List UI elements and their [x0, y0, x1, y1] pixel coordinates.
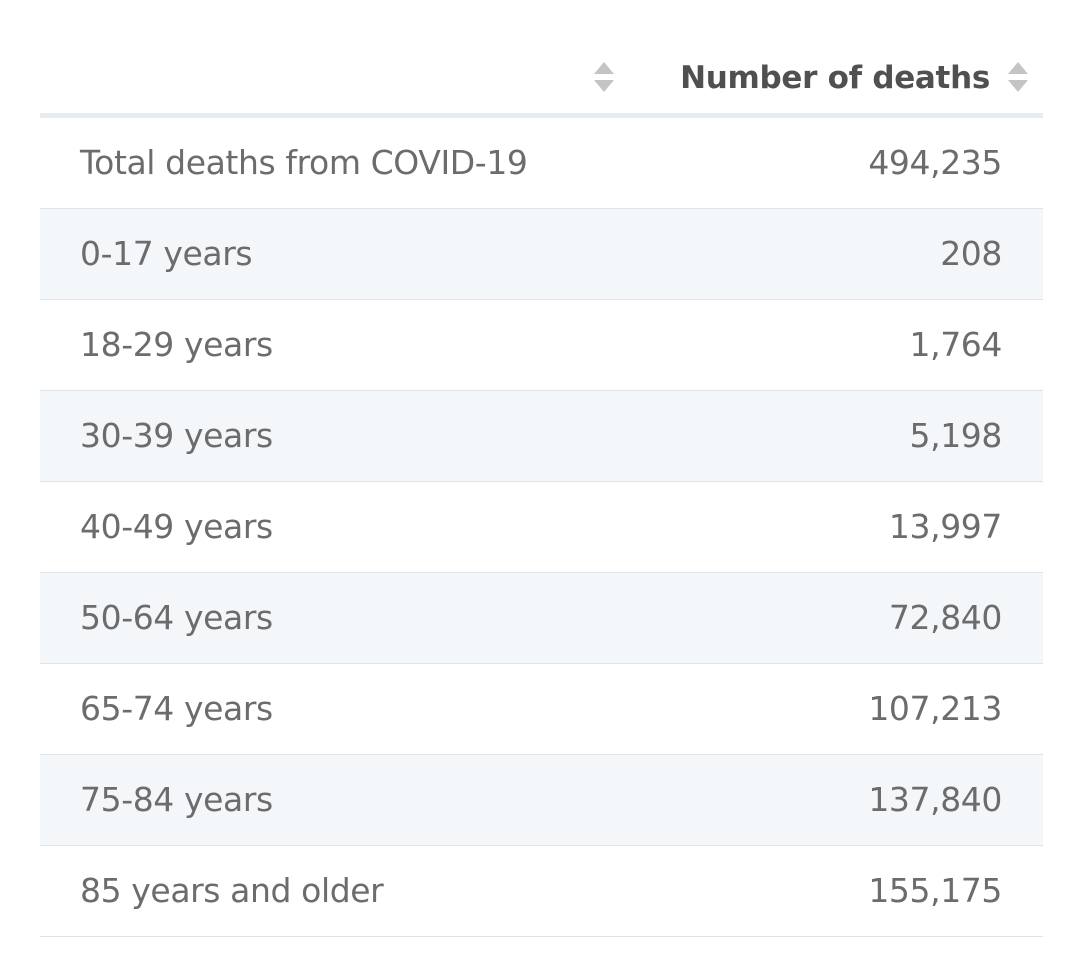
row-value: 1,764: [909, 325, 1003, 364]
table-row: 65-74 years 107,213: [40, 664, 1043, 755]
deaths-table: Number of deaths Total deaths from COVID…: [40, 40, 1043, 937]
table-row: 18-29 years 1,764: [40, 300, 1043, 391]
row-label: 18-29 years: [80, 325, 273, 364]
row-value: 107,213: [868, 689, 1002, 728]
row-value: 13,997: [888, 507, 1002, 546]
row-label: 50-64 years: [80, 598, 273, 637]
table-row: 0-17 years 208: [40, 209, 1043, 300]
table-header: Number of deaths: [40, 40, 1043, 118]
table-row: 30-39 years 5,198: [40, 391, 1043, 482]
table-body: Total deaths from COVID-19 494,235 0-17 …: [40, 118, 1043, 937]
row-value: 137,840: [868, 780, 1002, 819]
table-row: Total deaths from COVID-19 494,235: [40, 118, 1043, 209]
row-label: 75-84 years: [80, 780, 273, 819]
row-label: 30-39 years: [80, 416, 273, 455]
row-value: 208: [940, 234, 1002, 273]
row-label: 0-17 years: [80, 234, 253, 273]
column-header-number-of-deaths[interactable]: Number of deaths: [680, 60, 990, 96]
sort-updown-icon[interactable]: [1007, 59, 1029, 95]
row-value: 494,235: [868, 143, 1002, 182]
row-value: 155,175: [868, 871, 1002, 910]
table-row: 85 years and older 155,175: [40, 846, 1043, 937]
table-row: 75-84 years 137,840: [40, 755, 1043, 846]
sort-updown-icon[interactable]: [593, 59, 615, 95]
table-row: 40-49 years 13,997: [40, 482, 1043, 573]
table-row: 50-64 years 72,840: [40, 573, 1043, 664]
row-label: Total deaths from COVID-19: [80, 143, 528, 182]
row-label: 85 years and older: [80, 871, 384, 910]
row-value: 72,840: [888, 598, 1002, 637]
row-label: 65-74 years: [80, 689, 273, 728]
row-label: 40-49 years: [80, 507, 273, 546]
row-value: 5,198: [909, 416, 1003, 455]
